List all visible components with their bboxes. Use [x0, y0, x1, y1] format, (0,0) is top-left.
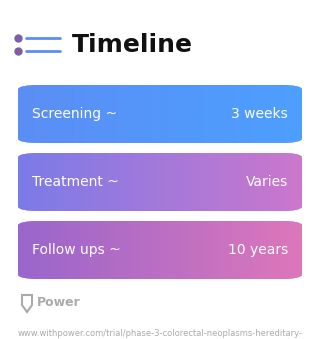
FancyBboxPatch shape — [18, 85, 302, 143]
Text: Power: Power — [37, 297, 81, 310]
Text: Timeline: Timeline — [72, 33, 193, 57]
Text: Treatment ~: Treatment ~ — [32, 175, 119, 189]
Text: Varies: Varies — [245, 175, 288, 189]
Text: Screening ~: Screening ~ — [32, 107, 117, 121]
FancyBboxPatch shape — [18, 153, 302, 211]
FancyBboxPatch shape — [18, 221, 302, 279]
Text: 3 weeks: 3 weeks — [231, 107, 288, 121]
Text: www.withpower.com/trial/phase-3-colorectal-neoplasms-hereditary-
nonpolyposis-20: www.withpower.com/trial/phase-3-colorect… — [18, 329, 303, 339]
Text: 10 years: 10 years — [228, 243, 288, 257]
Text: Follow ups ~: Follow ups ~ — [32, 243, 121, 257]
